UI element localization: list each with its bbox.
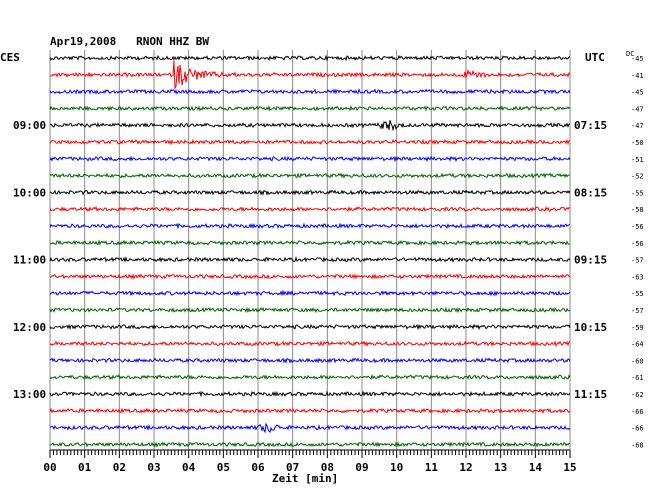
left-time-label: 09:00: [13, 119, 46, 132]
x-tick-label: 13: [494, 461, 507, 474]
trace-line-14: [49, 289, 571, 297]
right-timezone-label: UTC: [585, 51, 605, 64]
dc-value-label: -62: [631, 391, 644, 399]
dc-value-label: -68: [631, 441, 644, 449]
trace-line-13: [49, 273, 571, 280]
trace-line-21: [49, 407, 571, 415]
dc-value-label: -57: [631, 307, 644, 315]
dc-value-label: -47: [631, 105, 644, 113]
trace-line-5: [49, 138, 571, 146]
dc-value-label: -52: [631, 173, 644, 181]
dc-value-label: -66: [631, 408, 644, 416]
trace-line-18: [49, 357, 571, 364]
dc-value-label: -63: [631, 273, 644, 281]
dc-value-label: -58: [631, 206, 644, 214]
grid-lines: [49, 50, 571, 450]
dc-value-label: -55: [631, 189, 644, 197]
trace-line-20: [49, 390, 571, 398]
trace-line-19: [49, 374, 571, 381]
trace-line-4: [49, 120, 571, 132]
trace-line-22: [49, 422, 571, 434]
dc-value-label: -56: [631, 240, 644, 248]
dc-value-label: -64: [631, 341, 644, 349]
x-tick-label: 09: [355, 461, 368, 474]
dc-value-label: -66: [631, 425, 644, 433]
right-time-label: 09:15: [574, 254, 607, 267]
dc-value-label: -45: [631, 55, 644, 63]
x-tick-label: 08: [321, 461, 334, 474]
trace-group: [49, 54, 571, 448]
right-time-labels: 07:15 08:15 09:15 10:15 11:15: [574, 119, 607, 401]
dc-value-label: -59: [631, 324, 644, 332]
trace-line-16: [49, 323, 571, 331]
dc-value-label: -41: [631, 72, 644, 80]
dc-value-label: -56: [631, 223, 644, 231]
right-time-label: 10:15: [574, 321, 607, 334]
x-tick-label: 00: [43, 461, 56, 474]
dc-value-label: -47: [631, 122, 644, 130]
dc-value-label: -50: [631, 139, 644, 147]
dc-value-label: -61: [631, 374, 644, 382]
trace-line-0: [49, 54, 571, 62]
trace-line-9: [49, 206, 571, 213]
x-axis: 00 01 02 03 04 05 06 07 08 09 10 11 12 13 14 15: [43, 449, 577, 474]
x-tick-label: 01: [78, 461, 92, 474]
dc-value-label: -45: [631, 89, 644, 97]
trace-line-8: [49, 189, 571, 196]
trace-line-7: [49, 172, 570, 179]
dc-value-label: -60: [631, 357, 644, 365]
dc-header: DC: [626, 50, 634, 58]
trace-line-3: [49, 104, 571, 112]
x-tick-label: 15: [563, 461, 576, 474]
x-tick-label: 14: [529, 461, 543, 474]
right-time-label: 07:15: [574, 119, 607, 132]
left-time-labels: 09:00 10:00 11:00 12:00 13:00: [13, 119, 46, 401]
x-tick-label: 11: [425, 461, 439, 474]
x-tick-label: 02: [113, 461, 126, 474]
trace-line-10: [49, 222, 571, 230]
x-tick-label: 06: [251, 461, 265, 474]
trace-line-17: [49, 340, 571, 347]
chart-title: Apr19,2008 RNON HHZ BW: [50, 35, 209, 48]
trace-line-23: [49, 441, 571, 448]
right-time-label: 08:15: [574, 186, 607, 199]
x-tick-label: 03: [147, 461, 160, 474]
dc-value-label: -51: [631, 156, 644, 164]
dc-value-labels: -45 -41 -45 -47 -47 -50 -51 -52 -55 -58 -56 -56 -57 -…: [631, 55, 644, 449]
x-tick-label: 10: [390, 461, 403, 474]
dc-value-label: -57: [631, 257, 644, 265]
trace-line-1: [49, 60, 571, 90]
x-axis-label: Zeit [min]: [272, 472, 338, 485]
trace-line-15: [49, 306, 571, 314]
trace-line-6: [49, 155, 571, 163]
left-time-label: 10:00: [13, 186, 46, 199]
right-time-label: 11:15: [574, 388, 607, 401]
trace-line-12: [49, 255, 571, 264]
left-timezone-label: CES: [0, 51, 20, 64]
trace-line-2: [49, 88, 571, 95]
left-time-label: 12:00: [13, 321, 46, 334]
left-time-label: 11:00: [13, 254, 46, 267]
trace-line-11: [49, 239, 571, 247]
x-tick-label: 12: [459, 461, 472, 474]
x-tick-label: 07: [286, 461, 299, 474]
left-time-label: 13:00: [13, 388, 46, 401]
dc-value-label: -55: [631, 290, 644, 298]
x-tick-label: 04: [182, 461, 196, 474]
x-tick-label: 05: [217, 461, 230, 474]
